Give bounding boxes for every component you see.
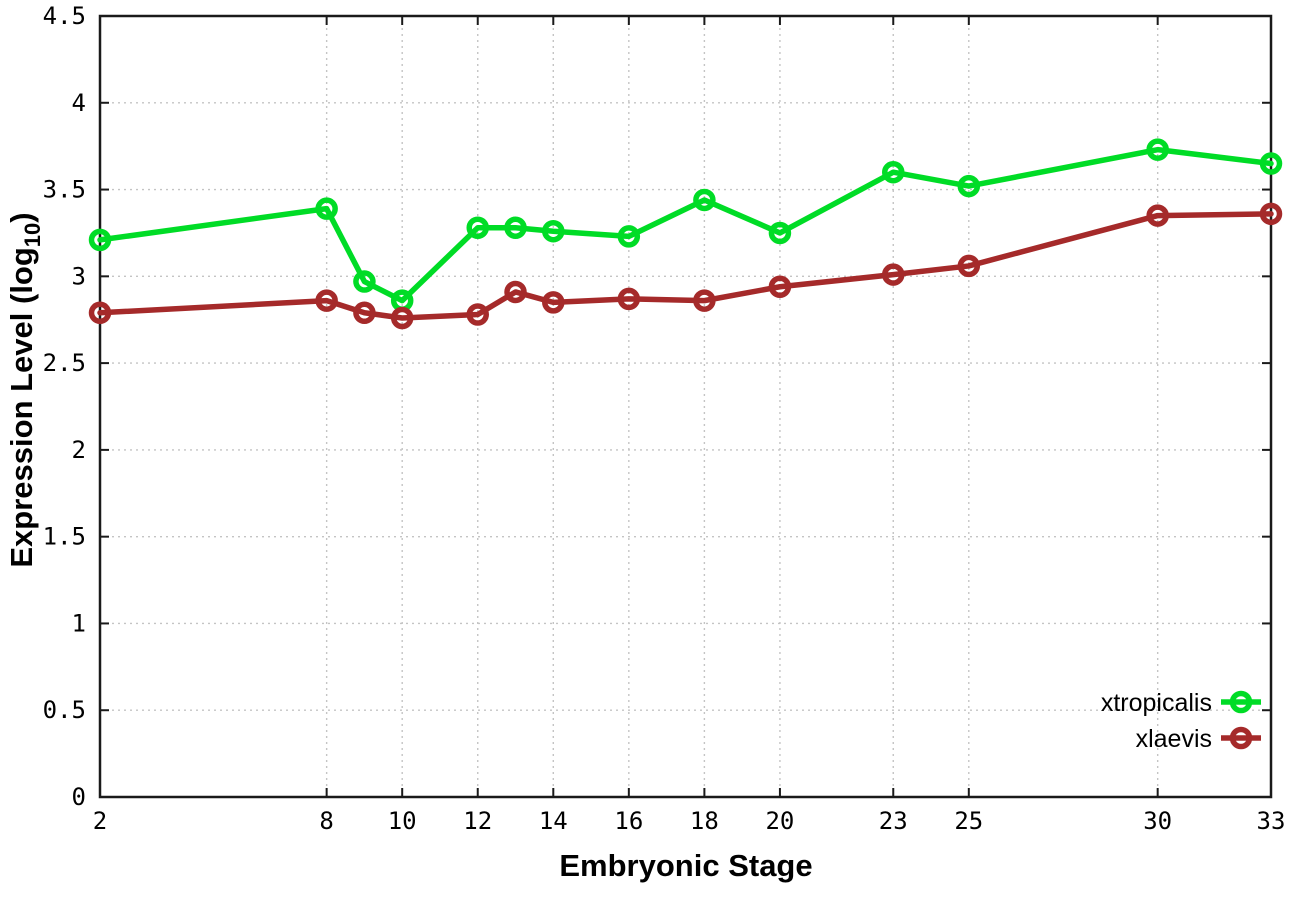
- data-point-marker: [315, 197, 338, 220]
- data-point-marker: [882, 160, 905, 184]
- data-point-marker: [390, 306, 414, 330]
- y-tick-label: 4.5: [43, 2, 86, 30]
- chart-legend: xtropicalis xlaevis: [1101, 689, 1261, 753]
- y-axis-tick-labels: 0 0.5 1 1.5 2 2.5 3 3.5 4 4.5: [43, 2, 86, 811]
- x-tick-label: 18: [690, 807, 719, 835]
- x-tick-label: 14: [539, 807, 568, 835]
- data-point-marker: [617, 287, 641, 311]
- data-series: [88, 138, 1283, 330]
- x-axis-title: Embryonic Stage: [559, 848, 812, 883]
- x-tick-label: 20: [765, 807, 794, 835]
- x-tick-label: 10: [388, 807, 417, 835]
- data-point-marker: [542, 291, 565, 314]
- axis-tick-marks: [99, 15, 1272, 798]
- legend-marker-sample: [1229, 690, 1253, 714]
- plot-border: [98, 14, 1273, 799]
- legend-label-xlaevis: xlaevis: [1136, 725, 1212, 753]
- x-tick-label: 33: [1257, 807, 1286, 835]
- legend-marker-sample: [1229, 726, 1253, 750]
- data-point-marker: [504, 280, 527, 304]
- y-tick-label: 2.5: [43, 349, 86, 377]
- series-line-xlaevis: [97, 211, 1274, 321]
- data-point-marker: [88, 228, 112, 252]
- series-line-xtropicalis: [97, 146, 1274, 304]
- x-tick-label: 25: [954, 807, 983, 835]
- plot-border-rect: [98, 14, 1273, 799]
- legend-label-xtropicalis: xtropicalis: [1101, 689, 1212, 717]
- x-tick-label: 8: [319, 807, 333, 835]
- data-point-marker: [768, 221, 792, 245]
- data-point-marker: [88, 301, 112, 325]
- data-point-marker: [693, 289, 716, 312]
- y-tick-label: 1.5: [43, 523, 86, 551]
- series-xtropicalis: [88, 138, 1283, 312]
- data-point-marker: [315, 289, 338, 312]
- data-point-marker: [353, 301, 376, 325]
- y-axis-title: Expression Level (log10): [4, 212, 45, 567]
- data-point-marker: [1259, 202, 1283, 226]
- legend-item-xtropicalis: xtropicalis: [1101, 689, 1261, 717]
- data-point-marker: [957, 174, 981, 198]
- legend-item-xlaevis: xlaevis: [1136, 725, 1261, 753]
- x-tick-label: 12: [463, 807, 492, 835]
- data-point-marker: [693, 188, 716, 212]
- data-point-marker: [1259, 152, 1283, 175]
- y-tick-label: 4: [72, 89, 86, 117]
- data-point-marker: [353, 270, 376, 293]
- data-point-marker: [957, 254, 981, 278]
- x-tick-label: 16: [614, 807, 643, 835]
- data-point-marker: [504, 216, 527, 239]
- data-point-marker: [617, 225, 641, 248]
- x-tick-label: 23: [879, 807, 908, 835]
- y-tick-label: 0: [72, 783, 86, 811]
- y-tick-label: 3.5: [43, 176, 86, 204]
- data-point-marker: [882, 263, 905, 286]
- data-point-marker: [542, 219, 565, 243]
- axis-titles: Embryonic Stage Expression Level (log10): [4, 212, 813, 883]
- y-tick-label: 2: [72, 436, 86, 464]
- x-axis-tick-labels: 2 8 10 12 14 16 18 20 23 25 30 33: [93, 807, 1286, 835]
- x-tick-label: 30: [1143, 807, 1172, 835]
- y-tick-label: 1: [72, 609, 86, 637]
- y-tick-label: 0.5: [43, 696, 86, 724]
- data-point-marker: [1146, 138, 1169, 161]
- grid-lines: [100, 16, 1271, 797]
- data-point-marker: [1146, 204, 1169, 227]
- x-tick-label: 2: [93, 807, 107, 835]
- data-point-marker: [466, 303, 489, 326]
- y-tick-label: 3: [72, 262, 86, 290]
- data-point-marker: [466, 216, 489, 239]
- series-xlaevis: [88, 202, 1283, 330]
- data-point-marker: [768, 275, 792, 298]
